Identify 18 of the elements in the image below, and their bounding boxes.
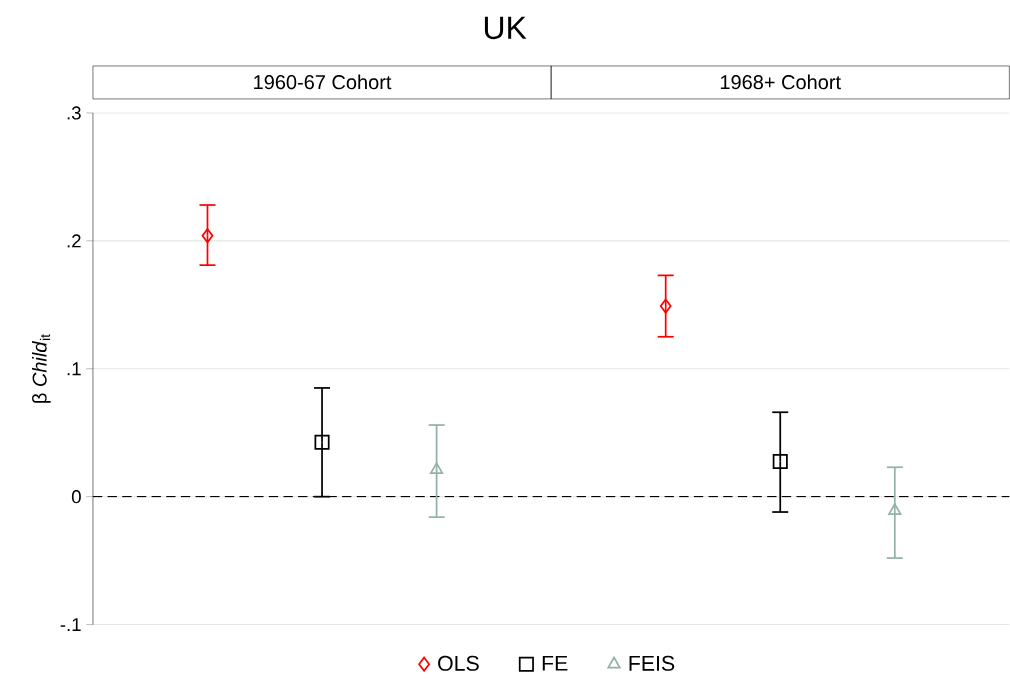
point — [314, 434, 330, 451]
y-axis-title: β Child$_{it}$ — [32, 334, 51, 403]
text: 1960-67 Cohort — [254, 74, 392, 90]
y-tick-label: -.1 — [60, 618, 81, 632]
legend-label: FE — [542, 656, 568, 671]
point — [772, 454, 788, 470]
y-tick-label: 0 — [71, 490, 81, 504]
legend-label: OLS — [438, 656, 479, 672]
point — [888, 503, 902, 516]
point — [429, 462, 444, 475]
y-tick-label: .1 — [67, 362, 81, 376]
y-tick-label: .2 — [67, 234, 81, 248]
chart-title: UK — [484, 17, 527, 40]
legend-label: FEIS — [629, 656, 675, 672]
y-tick-label: .3 — [67, 106, 81, 120]
point — [201, 228, 214, 244]
point — [659, 298, 672, 314]
text: 1968+ Cohort — [720, 74, 841, 90]
